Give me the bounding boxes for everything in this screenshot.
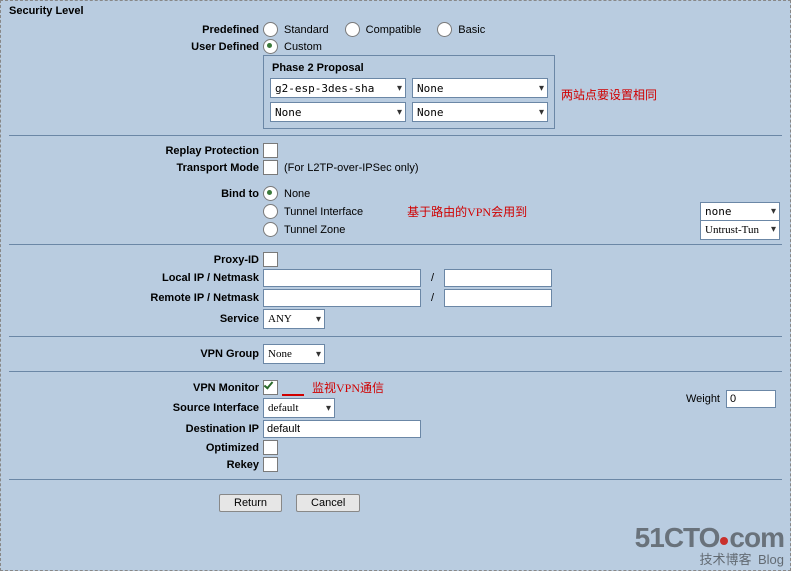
wm-dot-icon: [720, 537, 728, 545]
input-dstip[interactable]: default: [263, 420, 421, 438]
input-remote-ip[interactable]: [263, 289, 421, 307]
chk-transport[interactable]: [263, 160, 278, 175]
phase2-sel-1[interactable]: g2-esp-3des-sha: [270, 78, 406, 98]
row-rekey: Rekey: [1, 456, 790, 473]
label-transport: Transport Mode: [1, 162, 263, 174]
annot-bind: 基于路由的VPN会用到: [407, 203, 527, 220]
row-replay: Replay Protection: [1, 142, 790, 159]
row-transport: Transport Mode (For L2TP-over-IPSec only…: [1, 159, 790, 176]
label-userdefined: User Defined: [1, 41, 263, 53]
section-title: Security Level: [1, 1, 790, 21]
watermark: 51CTO com 技术博客 Blog: [635, 524, 784, 566]
bind-iface-select[interactable]: none: [700, 202, 780, 222]
row-service: Service ANY: [1, 308, 790, 330]
return-button[interactable]: Return: [219, 494, 282, 512]
row-bind-none: Bind to None: [1, 185, 790, 202]
annot-monitor: 监视VPN通信: [312, 379, 384, 396]
row-srciface: Source Interface default: [1, 397, 790, 419]
radio-bind-iface[interactable]: [263, 204, 278, 219]
label-optimized: Optimized: [1, 442, 263, 454]
label-srciface: Source Interface: [1, 402, 263, 414]
chk-proxyid[interactable]: [263, 252, 278, 267]
input-remote-mask[interactable]: [444, 289, 552, 307]
chk-optimized[interactable]: [263, 440, 278, 455]
row-bind-iface: Tunnel Interface 基于路由的VPN会用到 none: [1, 202, 790, 221]
label-bind: Bind to: [1, 188, 263, 200]
vpngroup-select[interactable]: None: [263, 344, 325, 364]
chk-vpnmonitor[interactable]: [263, 380, 278, 395]
input-local-mask[interactable]: [444, 269, 552, 287]
label-dstip: Destination IP: [1, 423, 263, 435]
slash-1: /: [425, 272, 440, 284]
radio-compatible-label: Compatible: [366, 24, 422, 36]
row-userdefined: User Defined Custom: [1, 38, 790, 55]
hint-transport: (For L2TP-over-IPSec only): [284, 162, 418, 174]
label-local: Local IP / Netmask: [1, 272, 263, 284]
row-vpnmonitor: VPN Monitor 监视VPN通信: [1, 378, 790, 397]
phase2-sel-2[interactable]: None: [412, 78, 548, 98]
security-level-panel: Security Level Predefined Standard Compa…: [1, 1, 790, 570]
input-local-ip[interactable]: [263, 269, 421, 287]
srciface-select[interactable]: default: [263, 398, 335, 418]
label-predefined: Predefined: [1, 24, 263, 36]
row-bind-zone: Tunnel Zone Untrust-Tun: [1, 221, 790, 238]
annot-phase2: 两站点要设置相同: [561, 86, 657, 103]
radio-bind-iface-label: Tunnel Interface: [284, 206, 363, 218]
label-rekey: Rekey: [1, 459, 263, 471]
label-proxyid: Proxy-ID: [1, 254, 263, 266]
radio-bind-zone[interactable]: [263, 222, 278, 237]
phase2-box: Phase 2 Proposal g2-esp-3des-sha None No…: [263, 55, 555, 129]
bind-zone-select[interactable]: Untrust-Tun: [700, 220, 780, 240]
chk-rekey[interactable]: [263, 457, 278, 472]
radio-bind-zone-label: Tunnel Zone: [284, 224, 345, 236]
cancel-button[interactable]: Cancel: [296, 494, 360, 512]
service-select[interactable]: ANY: [263, 309, 325, 329]
phase2-sel-3[interactable]: None: [270, 102, 406, 122]
radio-standard[interactable]: [263, 22, 278, 37]
row-local: Local IP / Netmask /: [1, 268, 790, 288]
label-service: Service: [1, 313, 263, 325]
radio-basic[interactable]: [437, 22, 452, 37]
label-remote: Remote IP / Netmask: [1, 292, 263, 304]
radio-basic-label: Basic: [458, 24, 485, 36]
radio-compatible[interactable]: [345, 22, 360, 37]
button-row: Return Cancel: [1, 486, 790, 512]
label-replay: Replay Protection: [1, 145, 263, 157]
row-remote: Remote IP / Netmask /: [1, 288, 790, 308]
row-optimized: Optimized: [1, 439, 790, 456]
wm-main-left: 51CTO: [635, 522, 720, 553]
radio-custom-label: Custom: [284, 41, 322, 53]
radio-custom[interactable]: [263, 39, 278, 54]
radio-bind-none[interactable]: [263, 186, 278, 201]
chk-replay[interactable]: [263, 143, 278, 158]
wm-main-right: com: [729, 522, 784, 553]
wm-sub-right: Blog: [758, 552, 784, 567]
wm-sub-left: 技术博客: [699, 552, 751, 567]
underline-annot: [282, 394, 304, 396]
label-vpngroup: VPN Group: [1, 348, 263, 360]
phase2-sel-4[interactable]: None: [412, 102, 548, 122]
radio-bind-none-label: None: [284, 188, 310, 200]
row-proxyid: Proxy-ID: [1, 251, 790, 268]
phase2-title: Phase 2 Proposal: [270, 60, 548, 78]
row-predefined: Predefined Standard Compatible Basic: [1, 21, 790, 38]
row-dstip: Destination IP default: [1, 419, 790, 439]
label-vpnmonitor: VPN Monitor: [1, 382, 263, 394]
radio-standard-label: Standard: [284, 24, 329, 36]
row-vpngroup: VPN Group None: [1, 343, 790, 365]
slash-2: /: [425, 292, 440, 304]
